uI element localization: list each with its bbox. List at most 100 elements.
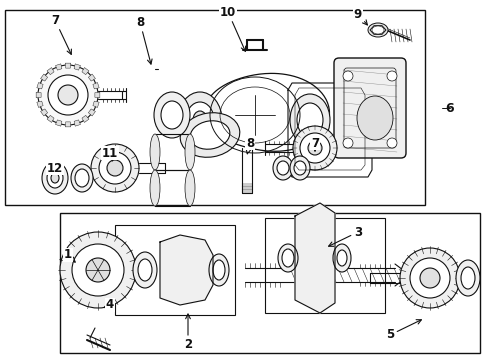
Text: 9: 9 [354, 8, 368, 25]
Polygon shape [95, 92, 100, 98]
Ellipse shape [357, 96, 393, 140]
Circle shape [99, 152, 131, 184]
Polygon shape [82, 68, 89, 75]
Ellipse shape [368, 23, 388, 37]
Circle shape [343, 138, 353, 148]
Text: 1: 1 [64, 248, 75, 262]
Ellipse shape [161, 101, 183, 129]
Polygon shape [160, 235, 213, 305]
Circle shape [58, 85, 78, 105]
Text: 2: 2 [184, 314, 192, 351]
Polygon shape [47, 68, 54, 75]
Ellipse shape [209, 254, 229, 286]
Circle shape [387, 138, 397, 148]
Text: 11: 11 [102, 147, 118, 161]
Ellipse shape [75, 169, 89, 187]
Polygon shape [295, 203, 335, 313]
Ellipse shape [150, 170, 160, 206]
Polygon shape [37, 82, 43, 89]
Text: 6: 6 [446, 102, 454, 114]
FancyBboxPatch shape [334, 58, 406, 158]
Polygon shape [55, 64, 62, 70]
Text: 8: 8 [136, 15, 152, 64]
Ellipse shape [42, 162, 68, 194]
Ellipse shape [51, 173, 59, 183]
Circle shape [293, 126, 337, 170]
Circle shape [38, 65, 98, 125]
Polygon shape [93, 82, 99, 89]
Ellipse shape [278, 244, 298, 272]
Circle shape [308, 141, 322, 155]
Circle shape [86, 258, 110, 282]
Text: 12: 12 [47, 162, 63, 175]
Ellipse shape [333, 244, 351, 272]
Ellipse shape [337, 250, 347, 266]
Polygon shape [88, 109, 96, 116]
Polygon shape [204, 73, 329, 151]
Polygon shape [288, 83, 372, 177]
Ellipse shape [277, 161, 289, 175]
Ellipse shape [186, 102, 214, 138]
Circle shape [72, 244, 124, 296]
Polygon shape [370, 26, 386, 34]
Polygon shape [41, 74, 48, 81]
Polygon shape [47, 115, 54, 122]
Ellipse shape [180, 113, 240, 157]
Circle shape [48, 75, 88, 115]
Ellipse shape [290, 156, 310, 180]
Ellipse shape [154, 92, 190, 138]
Ellipse shape [456, 260, 480, 296]
Circle shape [387, 71, 397, 81]
Ellipse shape [138, 259, 152, 281]
Polygon shape [65, 63, 71, 68]
Polygon shape [74, 64, 80, 70]
Ellipse shape [185, 134, 195, 170]
Text: 4: 4 [104, 298, 114, 311]
Polygon shape [41, 109, 48, 116]
Ellipse shape [185, 170, 195, 206]
Ellipse shape [461, 267, 475, 289]
Circle shape [420, 268, 440, 288]
Bar [60, 213, 480, 353]
Ellipse shape [372, 26, 384, 34]
Ellipse shape [47, 168, 63, 188]
Text: 10: 10 [220, 5, 245, 51]
Bar [115, 225, 235, 315]
Ellipse shape [193, 111, 207, 129]
Ellipse shape [213, 260, 225, 280]
Ellipse shape [282, 249, 294, 267]
Ellipse shape [150, 134, 160, 170]
Ellipse shape [297, 103, 323, 137]
Ellipse shape [71, 164, 93, 192]
Text: 7: 7 [311, 136, 319, 151]
Polygon shape [37, 101, 43, 108]
Ellipse shape [273, 156, 293, 180]
Polygon shape [74, 120, 80, 126]
Polygon shape [55, 120, 62, 126]
Bar [5, 10, 425, 205]
Ellipse shape [294, 161, 306, 175]
Ellipse shape [138, 260, 150, 280]
Circle shape [60, 232, 136, 308]
Ellipse shape [190, 121, 230, 149]
Bar [265, 218, 385, 313]
Circle shape [107, 160, 123, 176]
Text: 5: 5 [386, 320, 421, 342]
Polygon shape [88, 74, 96, 81]
Circle shape [300, 133, 330, 163]
Circle shape [400, 248, 460, 308]
Circle shape [343, 71, 353, 81]
Circle shape [410, 258, 450, 298]
Ellipse shape [134, 254, 154, 286]
Text: 7: 7 [51, 14, 72, 54]
Ellipse shape [290, 94, 330, 146]
Polygon shape [82, 115, 89, 122]
Polygon shape [36, 92, 41, 98]
Polygon shape [93, 101, 99, 108]
Circle shape [91, 144, 139, 192]
Ellipse shape [133, 252, 157, 288]
Ellipse shape [178, 92, 222, 148]
Text: 8: 8 [246, 136, 254, 154]
Text: 3: 3 [329, 225, 362, 246]
Polygon shape [65, 122, 71, 127]
